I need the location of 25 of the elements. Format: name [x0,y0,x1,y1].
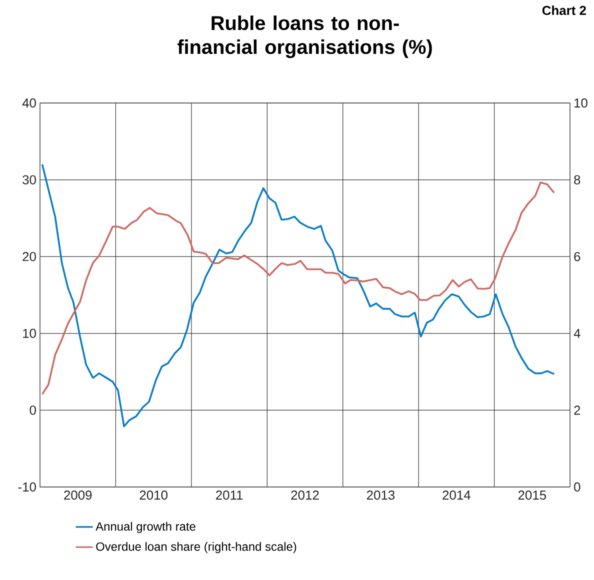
line-series [41,182,556,395]
x-tick-label: 2010 [140,490,168,500]
y-tick-label: 20 [22,252,36,262]
x-tick-label: 2009 [64,490,92,500]
y-tick-label: 40 [22,98,36,108]
x-tick-label: 2014 [442,490,470,500]
y2-tick-label: 6 [574,252,580,262]
chart-title: Ruble loans to non-financial organisations (%) [177,16,432,58]
legend-label: Overdue loan share (right-hand scale) [96,542,296,554]
caption: Chart 2 [542,6,586,16]
y2-tick-label: 10 [574,98,588,108]
y-tick-label: 10 [23,328,36,338]
line-series [41,164,556,428]
y-tick-label: 30 [22,175,36,184]
x-tick-label: 2013 [366,490,395,500]
x-tick-label: 2011 [216,490,243,500]
y2-tick-label: 0 [574,482,580,492]
y-tick-label: 0 [30,406,36,415]
x-tick-label: 2012 [291,490,319,500]
y2-tick-label: 8 [574,175,580,184]
y2-tick-label: 2 [574,406,580,415]
x-tick-label: 2015 [518,490,546,500]
legend-label: Annual growth rate [96,522,196,534]
y2-tick-label: 4 [574,328,580,338]
y-tick-label: -10 [18,482,36,492]
